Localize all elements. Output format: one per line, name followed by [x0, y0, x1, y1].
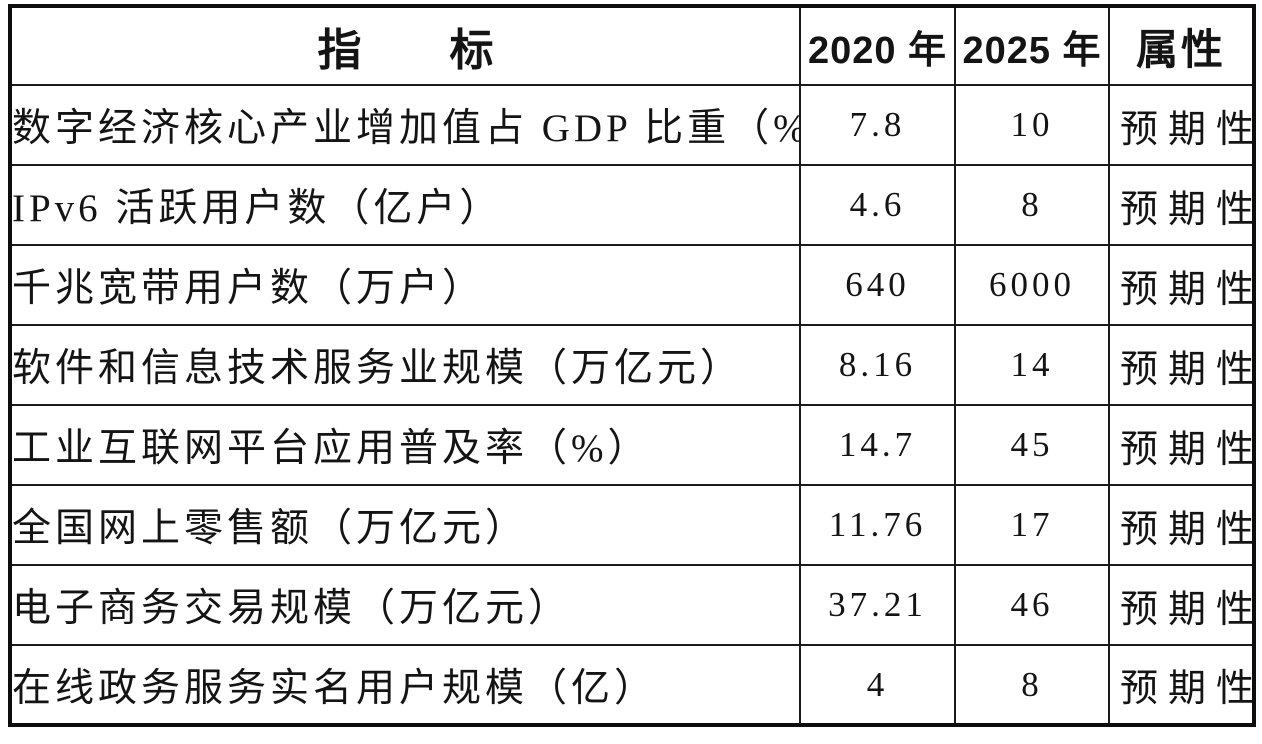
cell-attribute: 预期性	[1108, 164, 1255, 246]
table-row: 工业互联网平台应用普及率（%） 14.7 45 预期性	[9, 404, 1255, 486]
cell-indicator: 工业互联网平台应用普及率（%）	[9, 404, 801, 486]
cell-attribute: 预期性	[1108, 644, 1255, 726]
cell-2020-value: 11.76	[799, 484, 956, 566]
column-header-2020: 2020 年	[799, 5, 956, 86]
cell-attribute: 预期性	[1108, 404, 1255, 486]
table-row: 在线政务服务实名用户规模（亿） 4 8 预期性	[9, 644, 1255, 726]
cell-2020-value: 4.6	[799, 164, 956, 246]
cell-2020-value: 8.16	[799, 324, 956, 406]
cell-indicator: 数字经济核心产业增加值占 GDP 比重（%）	[9, 84, 801, 166]
cell-attribute: 预期性	[1108, 484, 1255, 566]
column-header-2025: 2025 年	[954, 5, 1110, 86]
cell-indicator: 电子商务交易规模（万亿元）	[9, 564, 801, 646]
cell-2020-value: 37.21	[799, 564, 956, 646]
cell-indicator: 在线政务服务实名用户规模（亿）	[9, 644, 801, 726]
table-row: 全国网上零售额（万亿元） 11.76 17 预期性	[9, 484, 1255, 566]
table-row: IPv6 活跃用户数（亿户） 4.6 8 预期性	[9, 164, 1255, 246]
cell-2025-value: 17	[954, 484, 1110, 566]
cell-indicator: 全国网上零售额（万亿元）	[9, 484, 801, 566]
column-header-indicator: 指 标	[9, 5, 801, 86]
cell-attribute: 预期性	[1108, 244, 1255, 326]
table-row: 数字经济核心产业增加值占 GDP 比重（%） 7.8 10 预期性	[9, 84, 1255, 166]
table-row: 千兆宽带用户数（万户） 640 6000 预期性	[9, 244, 1255, 326]
cell-2020-value: 4	[799, 644, 956, 726]
cell-indicator: 千兆宽带用户数（万户）	[9, 244, 801, 326]
cell-2025-value: 10	[954, 84, 1110, 166]
cell-2020-value: 640	[799, 244, 956, 326]
cell-attribute: 预期性	[1108, 564, 1255, 646]
table-row: 软件和信息技术服务业规模（万亿元） 8.16 14 预期性	[9, 324, 1255, 406]
cell-2020-value: 14.7	[799, 404, 956, 486]
cell-2025-value: 8	[954, 644, 1110, 726]
cell-attribute: 预期性	[1108, 84, 1255, 166]
cell-2020-value: 7.8	[799, 84, 956, 166]
table-row: 电子商务交易规模（万亿元） 37.21 46 预期性	[9, 564, 1255, 646]
cell-2025-value: 45	[954, 404, 1110, 486]
column-header-attribute: 属性	[1108, 5, 1255, 86]
cell-2025-value: 8	[954, 164, 1110, 246]
cell-indicator: IPv6 活跃用户数（亿户）	[9, 164, 801, 246]
cell-indicator: 软件和信息技术服务业规模（万亿元）	[9, 324, 801, 406]
cell-2025-value: 46	[954, 564, 1110, 646]
cell-2025-value: 6000	[954, 244, 1110, 326]
indicators-table: 指 标 2020 年 2025 年 属性 数字经济核心产业增加值占 GDP 比重…	[8, 4, 1256, 727]
cell-attribute: 预期性	[1108, 324, 1255, 406]
table-header-row: 指 标 2020 年 2025 年 属性	[9, 5, 1255, 86]
cell-2025-value: 14	[954, 324, 1110, 406]
